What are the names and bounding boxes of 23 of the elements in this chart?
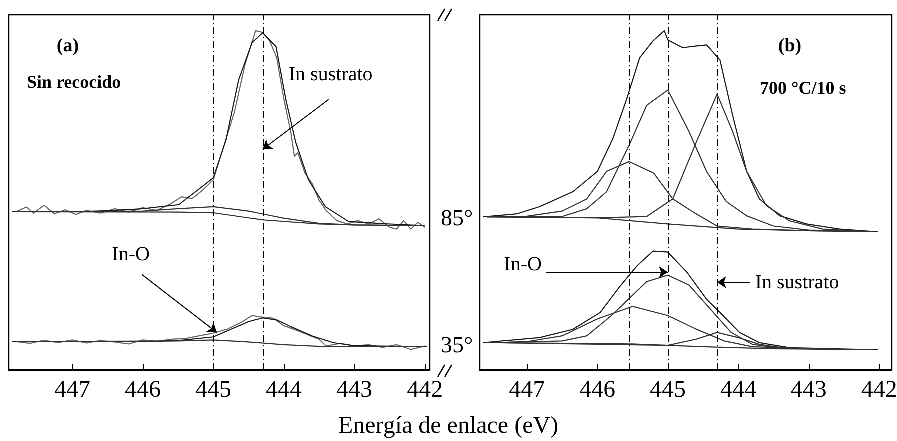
text: 85°: [441, 206, 474, 230]
x-tick-label: 443: [790, 377, 827, 403]
x-tick-label: 447: [54, 377, 90, 403]
x-axis-title: Energía de enlace (eV): [338, 413, 559, 439]
annotation: Sin recocido: [27, 72, 122, 92]
annotation: In sustrato: [755, 272, 840, 294]
x-tick-label: 444: [266, 377, 302, 403]
x-tick-label: 442: [861, 377, 897, 403]
text: 35°: [441, 332, 474, 358]
annotation: (b): [778, 36, 802, 56]
x-tick-label: 446: [124, 377, 161, 403]
x-tick-label: 442: [407, 377, 444, 403]
x-tick-label: 444: [720, 377, 756, 403]
x-tick-label: 443: [336, 377, 373, 403]
x-tick-label: 445: [650, 377, 686, 403]
annotation: In-O: [112, 244, 150, 266]
annotation: In-O: [504, 253, 542, 276]
annotation: In sustrato: [288, 64, 373, 86]
annotation: 700 °C/10 s: [760, 78, 846, 98]
x-tick-label: 445: [196, 377, 232, 403]
annotation: (a): [56, 36, 80, 56]
x-tick-label: 447: [509, 377, 546, 403]
x-tick-label: 446: [580, 377, 616, 403]
